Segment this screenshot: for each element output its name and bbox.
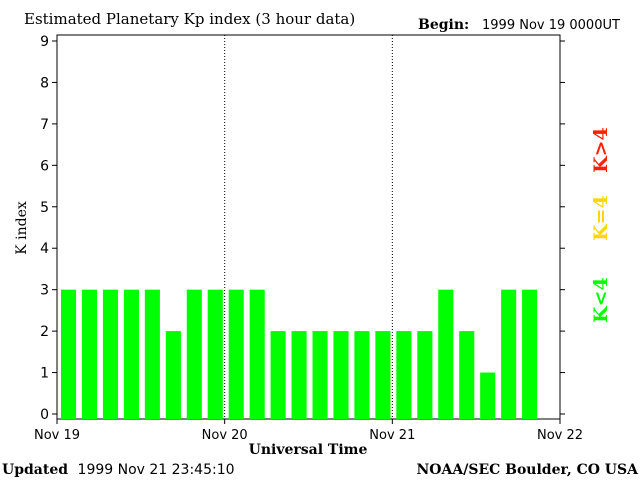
y-tick-label: 7: [40, 117, 49, 133]
kp-bar: [312, 331, 328, 419]
x-axis-ticks: Nov 19 Nov 20 Nov 21 Nov 22: [34, 419, 583, 443]
plot-frame: [56, 34, 561, 420]
kp-bar: [123, 289, 139, 419]
kp-bar: [480, 372, 496, 419]
chart-title: Estimated Planetary Kp index (3 hour dat…: [24, 10, 355, 28]
kp-bar: [501, 289, 517, 419]
kp-bar: [291, 331, 307, 419]
kp-bar: [186, 289, 202, 419]
y-tick-label: 5: [40, 200, 49, 216]
y-tick-label: 6: [40, 158, 49, 174]
kp-bar: [207, 289, 223, 419]
kp-bar: [228, 289, 244, 419]
kp-bar: [102, 289, 119, 419]
footer-updated: Updated 1999 Nov 21 23:45:10: [2, 462, 235, 478]
y-tick-label: 1: [40, 366, 49, 382]
begin-value: 1999 Nov 19 0000UT: [482, 18, 620, 33]
bars-group: [61, 289, 538, 419]
x-tick-label: Nov 20: [202, 428, 248, 443]
y-tick-label: 0: [40, 407, 49, 423]
y-tick-label: 8: [40, 75, 49, 91]
kp-bar: [459, 331, 475, 419]
y-tick-label: 2: [40, 324, 49, 340]
legend-entry: K<4: [590, 277, 612, 323]
kp-bar: [270, 331, 286, 419]
y-axis-label: K index: [14, 201, 30, 255]
kp-bar: [354, 331, 370, 419]
y-tick-label: 3: [40, 283, 49, 299]
day-separators: [224, 35, 393, 419]
y-tick-label: 9: [40, 34, 49, 50]
x-axis-label: Universal Time: [249, 442, 368, 458]
x-tick-label: Nov 21: [369, 428, 415, 443]
kp-bar: [522, 289, 538, 419]
kp-bar: [249, 289, 265, 419]
kp-bar: [333, 331, 349, 419]
kp-bar: [61, 289, 77, 419]
kp-bar: [165, 331, 181, 419]
kp-bar: [375, 331, 391, 419]
legend: K<4 K=4 K>4: [590, 127, 612, 323]
y-tick-label: 4: [40, 241, 49, 257]
kp-bar: [81, 289, 98, 419]
kp-bar: [417, 331, 433, 419]
x-tick-label: Nov 19: [34, 428, 80, 443]
y-axis-ticks: 0 1 2 3 4 5 6 7 8 9: [40, 34, 565, 423]
begin-label: Begin:: [418, 17, 469, 33]
kp-bar: [144, 289, 160, 419]
legend-entry: K=4: [590, 195, 612, 241]
updated-label: Updated: [2, 462, 68, 478]
updated-value: 1999 Nov 21 23:45:10: [78, 462, 235, 478]
kp-bar: [396, 331, 412, 419]
kp-bar: [438, 289, 454, 419]
footer-credit: NOAA/SEC Boulder, CO USA: [417, 462, 640, 478]
legend-entry: K>4: [590, 127, 612, 173]
x-tick-label: Nov 22: [537, 428, 583, 443]
